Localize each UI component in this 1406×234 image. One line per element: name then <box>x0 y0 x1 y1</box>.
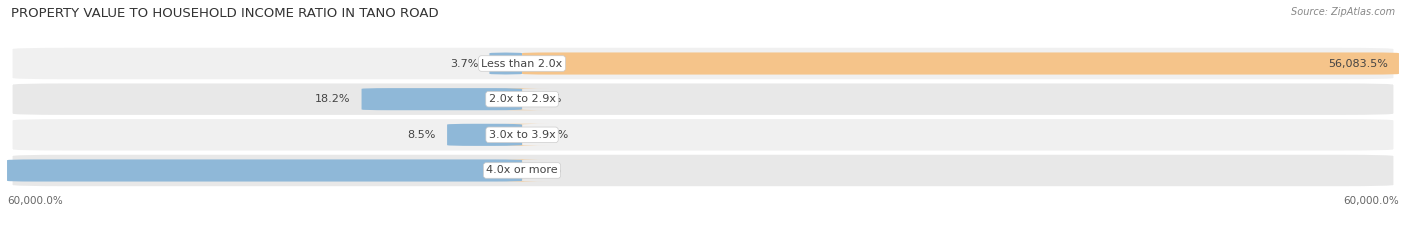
FancyBboxPatch shape <box>522 52 1399 75</box>
FancyBboxPatch shape <box>11 118 1395 152</box>
FancyBboxPatch shape <box>495 159 550 182</box>
Text: 13.1%: 13.1% <box>533 130 568 140</box>
FancyBboxPatch shape <box>361 88 522 110</box>
Text: 56,083.5%: 56,083.5% <box>1327 58 1388 69</box>
Text: 3.0x to 3.9x: 3.0x to 3.9x <box>489 130 555 140</box>
FancyBboxPatch shape <box>495 88 550 110</box>
FancyBboxPatch shape <box>11 46 1395 81</box>
Text: Less than 2.0x: Less than 2.0x <box>481 58 562 69</box>
Text: 3.7%: 3.7% <box>450 58 478 69</box>
FancyBboxPatch shape <box>447 124 522 146</box>
Text: 60,000.0%: 60,000.0% <box>7 196 63 206</box>
FancyBboxPatch shape <box>495 124 550 146</box>
FancyBboxPatch shape <box>11 82 1395 116</box>
Text: 8.5%: 8.5% <box>408 130 436 140</box>
Text: 4.0x or more: 4.0x or more <box>486 165 558 176</box>
Text: 2.0x to 2.9x: 2.0x to 2.9x <box>488 94 555 104</box>
Text: PROPERTY VALUE TO HOUSEHOLD INCOME RATIO IN TANO ROAD: PROPERTY VALUE TO HOUSEHOLD INCOME RATIO… <box>11 7 439 20</box>
Text: Source: ZipAtlas.com: Source: ZipAtlas.com <box>1291 7 1395 17</box>
Text: 60,000.0%: 60,000.0% <box>1343 196 1399 206</box>
Text: 8.0%: 8.0% <box>533 94 561 104</box>
FancyBboxPatch shape <box>7 159 522 182</box>
FancyBboxPatch shape <box>489 52 522 75</box>
Text: 9.3%: 9.3% <box>533 165 562 176</box>
FancyBboxPatch shape <box>11 153 1395 188</box>
Text: 18.2%: 18.2% <box>315 94 350 104</box>
